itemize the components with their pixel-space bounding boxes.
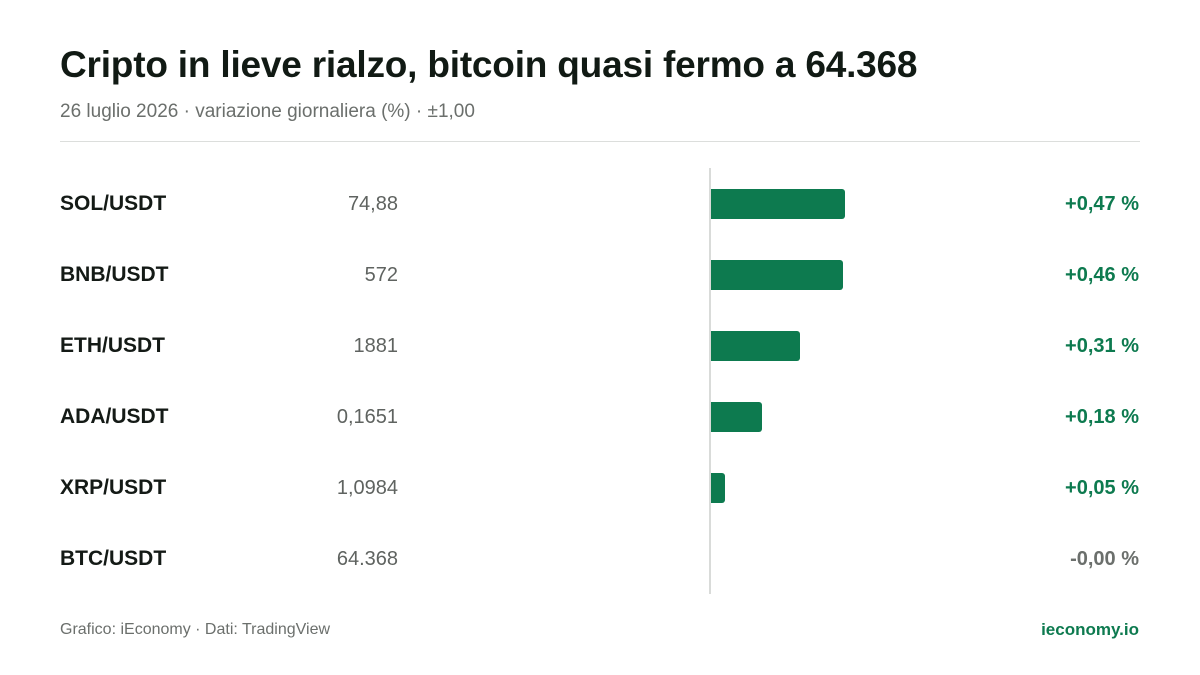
change-label: +0,46 % xyxy=(1065,264,1139,286)
brand-link[interactable]: ieconomy.io xyxy=(1041,620,1139,639)
pair-label: BNB/USDT xyxy=(60,263,169,286)
change-label: +0,05 % xyxy=(1065,477,1139,499)
price-value: 64.368 xyxy=(336,548,398,570)
pair-label: BTC/USDT xyxy=(60,547,167,570)
table-row: ADA/USDT 0,1651 +0,18 % xyxy=(0,397,1200,437)
chart-title: Cripto in lieve rialzo, bitcoin quasi fe… xyxy=(60,44,918,85)
price-value: 1881 xyxy=(353,335,399,357)
chart-subtitle: 26 luglio 2026 · variazione giornaliera … xyxy=(60,101,475,122)
table-row: ETH/USDT 1881 +0,31 % xyxy=(0,326,1200,366)
price-value: 0,1651 xyxy=(336,406,398,428)
change-bar xyxy=(711,402,763,432)
pair-label: ETH/USDT xyxy=(60,334,165,357)
change-label: +0,18 % xyxy=(1065,406,1139,428)
pair-label: XRP/USDT xyxy=(60,476,167,499)
price-value: 572 xyxy=(364,264,398,286)
table-row: BNB/USDT 572 +0,46 % xyxy=(0,255,1200,295)
table-row: SOL/USDT 74,88 +0,47 % xyxy=(0,184,1200,224)
zero-axis-line xyxy=(709,168,711,594)
table-row: XRP/USDT 1,0984 +0,05 % xyxy=(0,468,1200,508)
pair-label: SOL/USDT xyxy=(60,192,167,215)
source-credit: Grafico: iEconomy · Dati: TradingView xyxy=(60,621,331,638)
pair-label: ADA/USDT xyxy=(60,405,169,428)
change-bar xyxy=(711,189,846,219)
change-label: -0,00 % xyxy=(1070,548,1139,570)
change-bar xyxy=(711,473,726,503)
change-label: +0,31 % xyxy=(1065,335,1139,357)
price-value: 74,88 xyxy=(347,193,398,215)
table-row: BTC/USDT 64.368 -0,00 % xyxy=(0,539,1200,579)
change-label: +0,47 % xyxy=(1065,193,1139,215)
change-bar xyxy=(711,331,800,361)
price-value: 1,0984 xyxy=(336,477,398,499)
change-bar xyxy=(711,260,843,290)
header-divider xyxy=(60,141,1140,142)
